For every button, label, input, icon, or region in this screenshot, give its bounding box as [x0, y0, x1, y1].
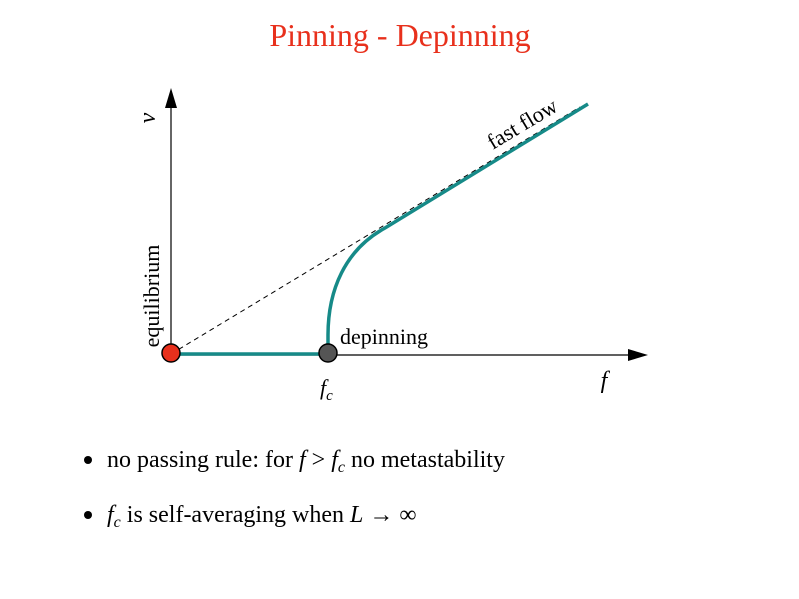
- bullet-text: no passing rule: for f > fc no metastabi…: [107, 447, 505, 476]
- bullet-segment: >: [306, 447, 332, 473]
- bullet-segment: no passing rule: for: [107, 447, 299, 473]
- bullet-subscript: c: [338, 459, 345, 476]
- bullet-math: f: [299, 447, 309, 473]
- bullet-subscript: c: [114, 514, 121, 531]
- y-axis-label: v: [135, 112, 161, 123]
- equilibrium-point: [161, 343, 181, 363]
- y-axis-arrow: [165, 88, 177, 108]
- depinning-point: [318, 343, 338, 363]
- depinning-label: depinning: [340, 324, 428, 349]
- equilibrium-label: equilibrium: [139, 245, 164, 348]
- critical-force-label: fc: [320, 375, 333, 404]
- slide-title: Pinning - Depinning: [269, 17, 530, 53]
- critical-force-base: f: [320, 375, 329, 400]
- bullet-math: L: [349, 502, 363, 528]
- bullet-text: fc is self-averaging when L → ∞: [107, 502, 417, 531]
- velocity-force-curve: [171, 102, 589, 356]
- bullet-segment: → ∞: [363, 502, 416, 528]
- bullet-segment: is self-averaging when: [121, 502, 350, 528]
- x-axis-label: f: [601, 368, 611, 394]
- fast-flow-asymptote: [170, 106, 581, 355]
- bullet-math: f: [331, 447, 341, 473]
- bullet-dot: [84, 456, 92, 464]
- bullet-segment: no metastability: [345, 447, 505, 473]
- bullet-dot: [84, 511, 92, 519]
- critical-force-sub: c: [326, 388, 333, 404]
- x-axis-arrow: [628, 349, 648, 361]
- bullet-math: f: [107, 502, 117, 528]
